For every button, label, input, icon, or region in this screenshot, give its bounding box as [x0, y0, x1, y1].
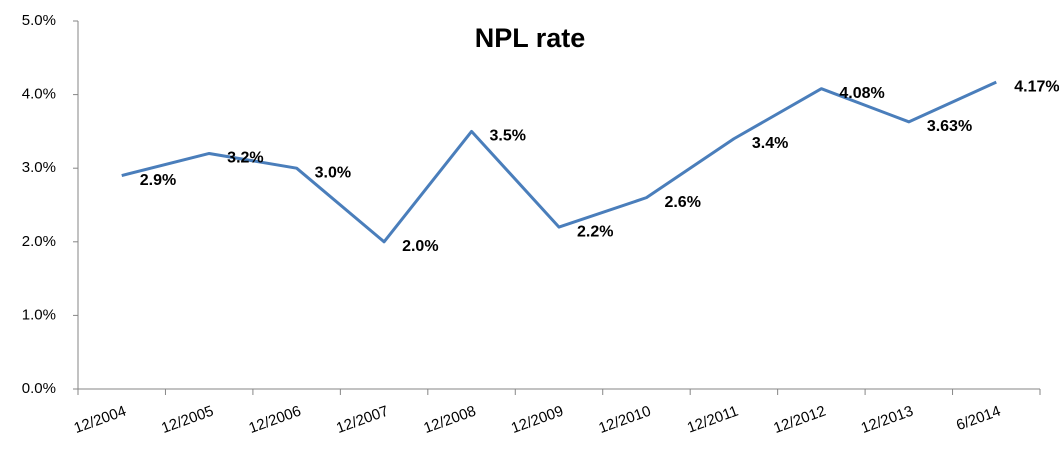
x-tick-label: 12/2006: [247, 403, 304, 438]
x-tick-label: 12/2004: [72, 403, 129, 438]
data-label: 3.0%: [315, 164, 351, 181]
data-label: 4.08%: [839, 85, 884, 102]
data-label: 3.4%: [752, 135, 788, 152]
data-label: 2.2%: [577, 223, 613, 240]
chart-title: NPL rate: [475, 23, 586, 53]
x-tick-label: 12/2012: [771, 403, 828, 438]
y-tick-label: 0.0%: [22, 380, 56, 397]
y-tick-label: 3.0%: [22, 159, 56, 176]
x-tick-label: 12/2005: [159, 403, 216, 438]
y-tick-label: 1.0%: [22, 306, 56, 323]
y-tick-label: 2.0%: [22, 233, 56, 250]
data-label: 3.5%: [490, 128, 526, 145]
data-label: 2.6%: [664, 194, 700, 211]
data-label: 2.9%: [140, 172, 176, 189]
y-tick-label: 4.0%: [22, 86, 56, 103]
x-tick-label: 12/2009: [509, 403, 566, 438]
x-tick-label: 6/2014: [954, 403, 1003, 435]
x-tick-label: 12/2007: [334, 403, 391, 438]
line: [121, 80, 997, 244]
x-tick-label: 12/2008: [421, 403, 478, 438]
x-tick-label: 12/2010: [596, 403, 653, 438]
x-tick-label: 12/2011: [685, 403, 741, 437]
data-label: 2.0%: [402, 238, 438, 255]
data-label: 3.63%: [927, 118, 972, 135]
y-tick-label: 5.0%: [22, 12, 56, 29]
data-label: 3.2%: [227, 150, 263, 167]
x-tick-label: 12/2013: [859, 403, 916, 438]
data-label: 4.17%: [1014, 78, 1059, 95]
